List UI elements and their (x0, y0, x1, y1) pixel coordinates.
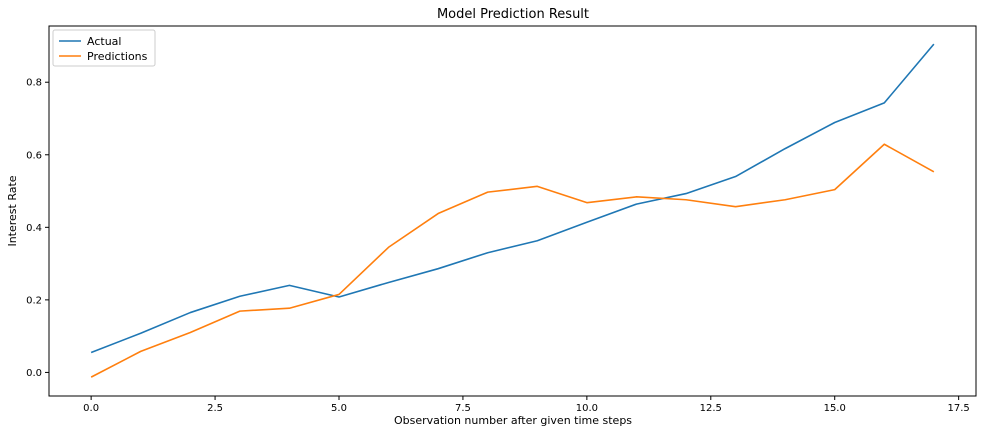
y-tick-label: 0.6 (26, 150, 42, 161)
series-layer (90, 43, 935, 378)
plot-axes: 0.0 2.5 5.0 7.5 10.0 12.5 15.0 17.5 0.0 0.2 0.4 0.6… (26, 25, 977, 414)
x-tick-label: 0.0 (83, 403, 99, 414)
y-axis-label: Interest Rate (6, 175, 19, 246)
x-tick-label: 12.5 (700, 403, 722, 414)
y-tick-label: 0.2 (26, 295, 42, 306)
plot-frame (48, 25, 977, 397)
legend-label-actual: Actual (87, 35, 121, 48)
x-tick-label: 5.0 (331, 403, 347, 414)
x-tick-label: 2.5 (207, 403, 223, 414)
series-line-actual (90, 43, 935, 354)
chart-title: Model Prediction Result (437, 7, 589, 22)
legend: Actual Predictions (52, 29, 156, 67)
x-tick-label: 17.5 (948, 403, 970, 414)
series-line-predictions (90, 143, 935, 378)
y-tick-label: 0.8 (26, 78, 42, 89)
x-tick-label: 15.0 (824, 403, 846, 414)
x-tick-label: 7.5 (455, 403, 471, 414)
legend-box (52, 29, 156, 67)
legend-label-predictions: Predictions (87, 50, 148, 63)
x-axis-label: Observation number after given time step… (394, 414, 632, 427)
y-tick-label: 0.0 (26, 368, 42, 379)
x-tick-label: 10.0 (576, 403, 598, 414)
y-tick-label: 0.4 (26, 223, 42, 234)
